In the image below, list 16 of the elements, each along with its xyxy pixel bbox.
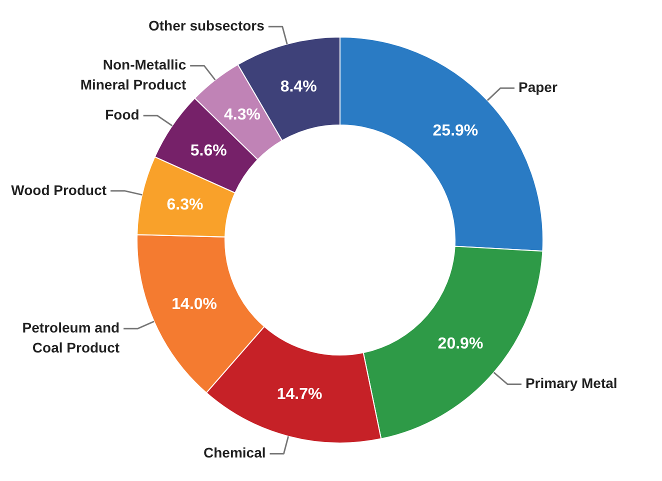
data-label: 6.3% [166,196,204,214]
slice-label: Wood Product [11,182,107,198]
data-label: 25.9% [432,122,478,140]
slice-label: Primary Metal [525,375,618,392]
slice-label: Petroleum and Coal Product [22,320,120,356]
slice-label: Non-Metallic Mineral Product [80,56,186,93]
data-label: 14.7% [276,386,322,403]
slice-label: Chemical [204,444,266,461]
slice-label: Food [105,106,140,123]
slice-label: Other subsectors [148,18,265,34]
data-label: 5.6% [190,142,227,160]
data-label: 4.3% [224,106,260,124]
slice-label: Paper [518,79,558,96]
data-label: 14.0% [172,296,218,313]
data-label: 8.4% [280,78,317,96]
data-label: 20.9% [438,336,484,353]
